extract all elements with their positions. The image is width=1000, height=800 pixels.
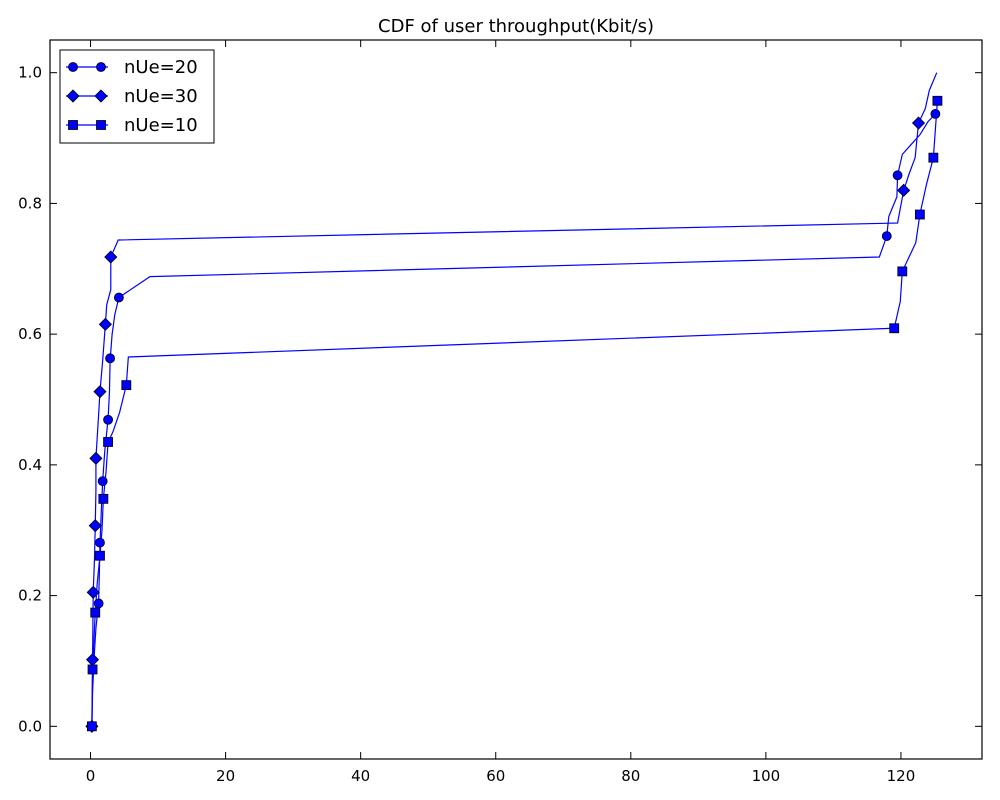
data-point-diamond <box>898 184 910 196</box>
plot-frame <box>50 40 982 759</box>
data-point-square <box>915 210 924 219</box>
data-point-circle <box>114 293 123 302</box>
series-circle <box>87 109 940 730</box>
data-point-circle <box>931 109 940 118</box>
legend-marker-square <box>69 121 78 130</box>
y-tick-label: 0.6 <box>18 325 42 343</box>
data-point-square <box>898 267 907 276</box>
data-point-square <box>929 153 938 162</box>
axis-ticks: 0 20 40 60 80 100 120 0.0 0.2 0.4 0.6 0.8 1.0 <box>18 40 982 785</box>
legend-marker-circle <box>97 63 106 72</box>
data-point-square <box>95 551 104 560</box>
data-point-diamond <box>94 386 106 398</box>
legend: nUe=20 nUe=30 nUe=10 <box>60 50 214 143</box>
data-point-diamond <box>913 117 925 129</box>
chart-title: CDF of user throughput(Kbit/s) <box>378 16 654 37</box>
data-point-diamond <box>105 251 117 263</box>
series-line-square <box>92 101 938 727</box>
y-tick-label: 0.2 <box>18 587 42 605</box>
series-square <box>87 96 942 731</box>
series-line-circle <box>92 114 936 726</box>
x-tick-label: 80 <box>621 767 640 785</box>
data-point-circle <box>882 232 891 241</box>
y-tick-label: 0.8 <box>18 194 42 212</box>
x-tick-label: 20 <box>216 767 235 785</box>
data-point-circle <box>893 171 902 180</box>
y-tick-label: 0.4 <box>18 456 42 474</box>
data-point-circle <box>95 538 104 547</box>
legend-label: nUe=20 <box>124 57 198 78</box>
legend-marker-circle <box>69 63 78 72</box>
series-diamond <box>86 73 937 733</box>
series-line-diamond <box>92 73 937 727</box>
legend-marker-square <box>97 121 106 130</box>
data-point-square <box>99 494 108 503</box>
legend-label: nUe=30 <box>124 86 198 107</box>
x-tick-label: 0 <box>86 767 96 785</box>
data-point-square <box>91 608 100 617</box>
data-point-square <box>933 96 942 105</box>
x-tick-label: 100 <box>752 767 781 785</box>
data-point-square <box>104 437 113 446</box>
x-tick-label: 40 <box>351 767 370 785</box>
x-tick-label: 60 <box>486 767 505 785</box>
data-point-diamond <box>90 452 102 464</box>
data-point-diamond <box>99 318 111 330</box>
data-point-square <box>88 665 97 674</box>
data-point-square <box>890 324 899 333</box>
data-point-circle <box>104 415 113 424</box>
data-point-square <box>87 722 96 731</box>
legend-label: nUe=10 <box>124 115 198 136</box>
y-tick-label: 1.0 <box>18 64 42 82</box>
data-point-square <box>122 381 131 390</box>
data-point-circle <box>106 354 115 363</box>
data-point-diamond <box>89 520 101 532</box>
y-tick-label: 0.0 <box>18 717 42 735</box>
x-tick-label: 120 <box>887 767 916 785</box>
series-layer <box>86 73 942 733</box>
